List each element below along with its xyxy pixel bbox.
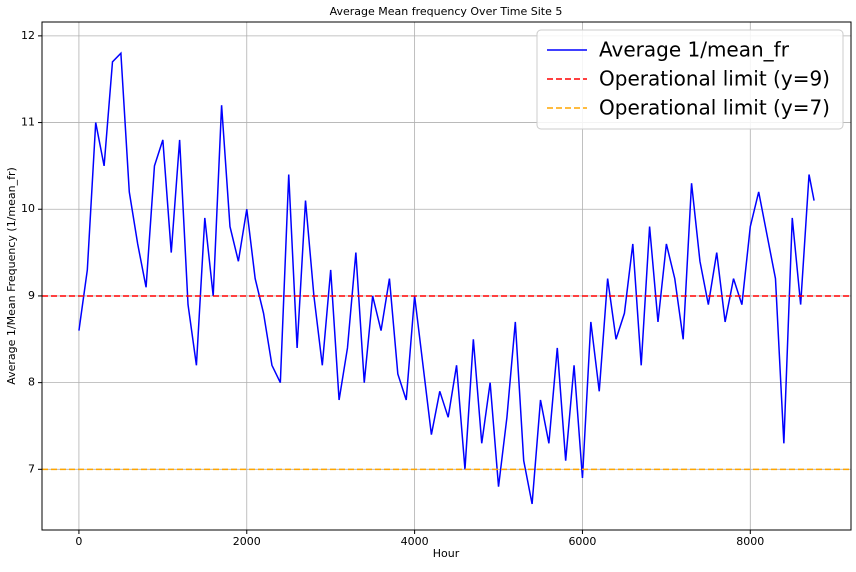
x-tick-label: 2000 bbox=[233, 535, 261, 548]
x-tick-label: 0 bbox=[75, 535, 82, 548]
legend-label: Average 1/mean_fr bbox=[599, 38, 790, 62]
data-line bbox=[78, 51, 815, 505]
x-tick-label: 6000 bbox=[568, 535, 596, 548]
y-tick-label: 9 bbox=[28, 289, 35, 302]
y-tick-label: 7 bbox=[28, 462, 35, 475]
y-tick-label: 11 bbox=[21, 116, 35, 129]
y-tick-label: 8 bbox=[28, 376, 35, 389]
legend-box bbox=[536, 29, 844, 130]
x-tick-label: 8000 bbox=[736, 535, 764, 548]
x-tick-label: 4000 bbox=[401, 535, 429, 548]
legend-label: Operational limit (y=7) bbox=[599, 96, 830, 120]
plot-frame bbox=[41, 21, 852, 531]
y-axis-label: Average 1/Mean Frequency (1/mean_fr) bbox=[5, 167, 18, 385]
x-axis-label: Hour bbox=[433, 547, 460, 560]
y-tick-label: 10 bbox=[21, 202, 35, 215]
legend: Average 1/mean_fr Operational limit (y=9)… bbox=[536, 29, 844, 130]
legend-label: Operational limit (y=9) bbox=[599, 67, 830, 91]
chart-title: Average Mean frequency Over Time Site 5 bbox=[330, 5, 563, 18]
y-tick-label: 12 bbox=[21, 29, 35, 42]
